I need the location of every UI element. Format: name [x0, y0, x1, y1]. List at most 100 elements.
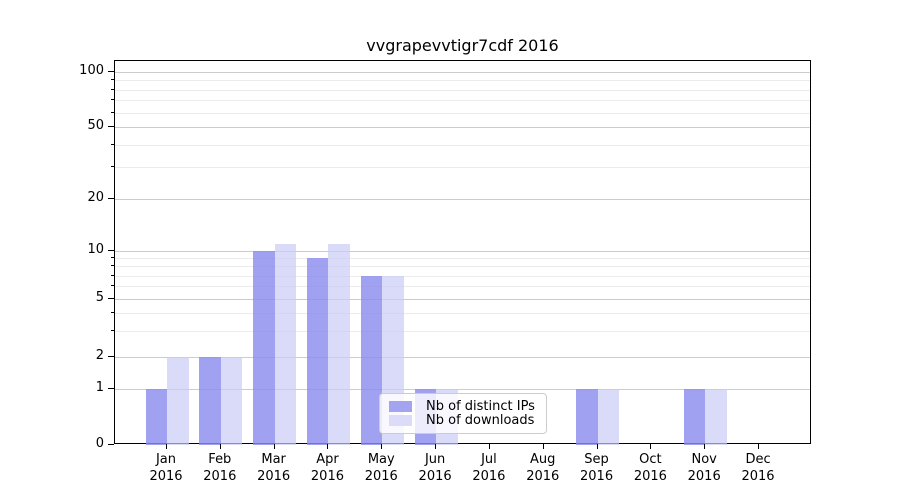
y-minor-tick-30 — [111, 166, 114, 168]
y-minor-tick-40 — [111, 143, 114, 145]
x-label-year: 2016 — [472, 469, 506, 484]
bar-downloads-apr — [328, 243, 350, 445]
y-tick-0 — [108, 444, 114, 445]
bar-distinct-ips-sep — [576, 389, 598, 445]
legend-swatch-downloads — [389, 415, 412, 426]
x-tick-label-apr: Apr 2016 — [297, 451, 357, 485]
x-tick-sep — [596, 444, 598, 449]
chart-title: vvgrapevvtigr7cdf 2016 — [366, 36, 559, 55]
y-tick-label-5: 5 — [95, 290, 104, 305]
legend-swatch-distinct-ips — [389, 401, 412, 412]
x-label-month: Apr — [316, 452, 339, 467]
legend-label-distinct-ips: Nb of distinct IPs — [426, 399, 535, 414]
bar-distinct-ips-nov — [683, 389, 706, 445]
x-tick-nov — [704, 444, 706, 449]
x-label-year: 2016 — [203, 469, 237, 484]
y-tick-label-20: 20 — [87, 190, 104, 205]
x-label-month: Jul — [481, 452, 497, 467]
x-label-year: 2016 — [364, 469, 398, 484]
y-minor-tick-60 — [111, 111, 114, 113]
y-tick-label-50: 50 — [87, 118, 104, 133]
y-tick-5 — [108, 298, 114, 299]
x-tick-jul — [488, 444, 490, 449]
x-label-month: Mar — [261, 452, 286, 467]
x-tick-label-dec: Dec 2016 — [728, 451, 788, 485]
x-tick-label-mar: Mar 2016 — [244, 451, 304, 485]
y-tick-100 — [108, 71, 114, 72]
x-label-month: Jan — [155, 452, 177, 467]
bar-downloads-mar — [274, 243, 297, 445]
gridline-major-50 — [115, 127, 810, 128]
bar-downloads-jan — [167, 357, 189, 445]
x-label-year: 2016 — [310, 469, 344, 484]
gridline-minor-80 — [115, 89, 810, 91]
y-tick-10 — [108, 250, 114, 251]
x-label-month: Dec — [745, 452, 771, 467]
y-tick-label-10: 10 — [87, 242, 104, 257]
x-tick-apr — [327, 444, 329, 449]
y-minor-tick-7 — [111, 274, 114, 276]
gridline-minor-70 — [115, 100, 810, 102]
y-minor-tick-9 — [111, 257, 114, 259]
gridline-major-10 — [115, 251, 810, 252]
x-tick-label-jul: Jul 2016 — [459, 451, 519, 485]
x-tick-mar — [273, 444, 275, 449]
bar-downloads-sep — [597, 389, 620, 445]
gridline-minor-4 — [115, 313, 810, 315]
plot-area — [114, 60, 811, 445]
x-tick-dec — [758, 444, 760, 449]
x-tick-label-oct: Oct 2016 — [620, 451, 680, 485]
x-tick-label-nov: Nov 2016 — [674, 451, 734, 485]
y-tick-label-100: 100 — [79, 63, 104, 78]
gridline-minor-90 — [115, 80, 810, 82]
legend-entry-distinct-ips: Nb of distinct IPs — [389, 400, 537, 413]
x-tick-aug — [542, 444, 544, 449]
y-minor-tick-3 — [111, 330, 114, 332]
legend-entry-downloads: Nb of downloads — [389, 414, 537, 427]
x-tick-label-feb: Feb 2016 — [190, 451, 250, 485]
y-tick-label-2: 2 — [95, 348, 104, 363]
bar-distinct-ips-may — [360, 275, 383, 445]
x-label-month: Sep — [584, 452, 609, 467]
bar-downloads-nov — [705, 389, 727, 445]
gridline-major-100 — [115, 72, 810, 73]
gridline-minor-60 — [115, 112, 810, 114]
x-label-month: Feb — [208, 452, 232, 467]
bar-distinct-ips-jan — [145, 389, 167, 445]
y-minor-tick-8 — [111, 265, 114, 267]
x-tick-oct — [650, 444, 652, 449]
x-label-year: 2016 — [418, 469, 452, 484]
gridline-major-2 — [115, 357, 810, 358]
y-minor-tick-80 — [111, 88, 114, 90]
x-label-year: 2016 — [580, 469, 614, 484]
legend: Nb of distinct IPs Nb of downloads — [379, 393, 547, 434]
y-tick-2 — [108, 356, 114, 357]
y-tick-1 — [108, 388, 114, 389]
x-tick-jan — [166, 444, 167, 449]
y-minor-tick-6 — [111, 285, 114, 287]
legend-label-downloads: Nb of downloads — [426, 413, 535, 428]
y-tick-20 — [108, 198, 114, 199]
gridline-minor-30 — [115, 167, 810, 169]
x-tick-feb — [219, 444, 221, 449]
x-tick-label-aug: Aug 2016 — [513, 451, 573, 485]
y-minor-tick-70 — [111, 99, 114, 101]
y-minor-tick-90 — [111, 79, 114, 81]
x-tick-label-jan: Jan 2016 — [136, 451, 196, 485]
x-label-month: Jun — [424, 452, 446, 467]
bar-distinct-ips-mar — [253, 251, 275, 445]
x-tick-may — [381, 444, 383, 449]
gridline-minor-6 — [115, 286, 810, 288]
x-label-year: 2016 — [149, 469, 183, 484]
x-tick-label-sep: Sep 2016 — [567, 451, 627, 485]
gridline-minor-40 — [115, 144, 810, 146]
x-tick-jun — [435, 444, 437, 449]
x-label-month: Oct — [639, 452, 662, 467]
bar-distinct-ips-apr — [306, 258, 329, 445]
gridline-major-5 — [115, 299, 810, 300]
x-label-year: 2016 — [257, 469, 291, 484]
gridline-major-20 — [115, 199, 810, 200]
y-tick-label-0: 0 — [95, 436, 104, 451]
gridline-major-1 — [115, 389, 810, 390]
